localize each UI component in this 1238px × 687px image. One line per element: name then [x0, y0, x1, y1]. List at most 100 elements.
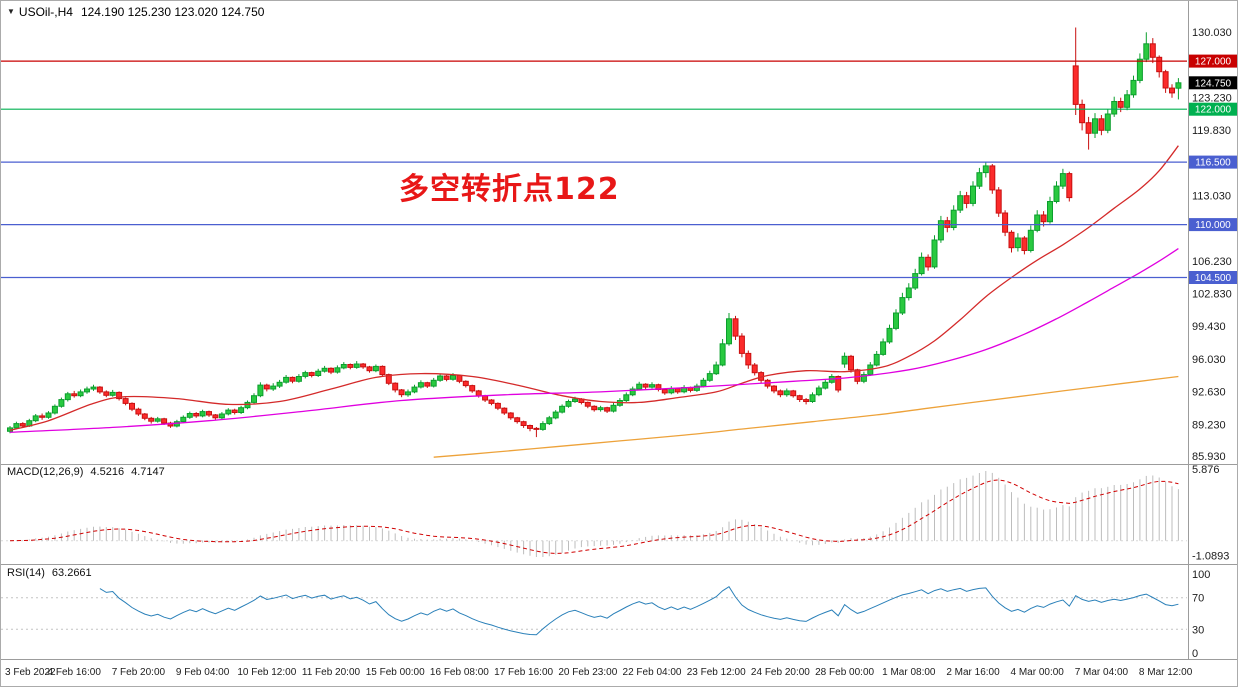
- candle-body: [218, 413, 225, 419]
- candle-body: [372, 365, 379, 372]
- macd-signal-line: [9, 479, 1179, 554]
- price-badge: [1189, 76, 1237, 90]
- candle-body: [77, 391, 84, 397]
- candle-body: [649, 384, 655, 388]
- candle-body: [982, 165, 989, 174]
- candle-body: [1130, 79, 1137, 96]
- candle-body: [597, 407, 604, 411]
- candle-body: [270, 385, 277, 390]
- candle-body: [238, 407, 245, 414]
- y-axis-label: 113.030: [1192, 190, 1231, 202]
- price-badge-label: 104.500: [1195, 273, 1232, 284]
- candles-layer: [7, 27, 1182, 438]
- candle-body: [1066, 173, 1073, 199]
- candle-body: [629, 388, 636, 396]
- candle-body: [411, 386, 418, 393]
- candle-body: [450, 375, 456, 380]
- candle-body: [289, 376, 296, 382]
- candle-body: [1008, 231, 1015, 249]
- x-axis-label: 22 Feb 04:00: [623, 667, 682, 678]
- y-axis-label: 89.230: [1192, 419, 1226, 431]
- candle-body: [308, 372, 315, 377]
- rsi-name: RSI(14): [7, 567, 45, 579]
- candle-body: [899, 297, 906, 314]
- candle-body: [1104, 113, 1111, 131]
- candle-body: [1162, 71, 1169, 89]
- candle-body: [642, 383, 649, 388]
- candle-body: [212, 414, 219, 419]
- candle-body: [1136, 58, 1143, 81]
- candle-body: [1034, 214, 1041, 231]
- candle-body: [1149, 43, 1156, 58]
- candle-body: [424, 382, 431, 387]
- macd-axis-label: -1.0893: [1192, 551, 1229, 563]
- candle-body: [745, 352, 752, 366]
- candle-body: [1072, 65, 1079, 105]
- candle-body: [90, 386, 97, 390]
- expander-icon[interactable]: ▼: [7, 7, 15, 16]
- x-axis-label: 3 Feb 2022: [5, 667, 56, 678]
- candle-body: [315, 370, 322, 377]
- ma-slow-line: [433, 375, 1179, 458]
- candle-body: [417, 382, 424, 388]
- x-axis-label: 16 Feb 08:00: [430, 667, 489, 678]
- candle-body: [193, 413, 200, 417]
- candle-body: [950, 209, 957, 228]
- x-axis-label: 15 Feb 00:00: [366, 667, 425, 678]
- candle-body: [360, 363, 367, 368]
- candle-body: [552, 411, 559, 419]
- rsi-panel: 100 70 30 0: [1, 569, 1210, 660]
- y-axis-label: 119.830: [1192, 125, 1231, 137]
- candle-body: [462, 380, 469, 387]
- candle-body: [771, 385, 777, 392]
- candle-body: [1079, 103, 1086, 124]
- candle-body: [559, 405, 566, 413]
- candle-body: [751, 364, 758, 374]
- x-axis-label: 10 Feb 12:00: [237, 667, 296, 678]
- x-axis-label: 7 Mar 04:00: [1075, 667, 1129, 678]
- ma-mid-line: [9, 248, 1179, 433]
- candle-body: [1169, 87, 1175, 94]
- price-badge: [1189, 54, 1237, 68]
- candle-body: [1111, 101, 1118, 115]
- x-axis-label: 1 Mar 08:00: [882, 667, 936, 678]
- candle-body: [456, 375, 463, 382]
- price-badge: [1189, 102, 1237, 116]
- candle-body: [1027, 229, 1034, 252]
- rsi-axis-label: 100: [1192, 569, 1210, 581]
- candle-body: [251, 395, 257, 403]
- y-axis-label: 85.930: [1192, 451, 1226, 463]
- y-axis-label: 96.030: [1192, 354, 1226, 366]
- candle-body: [584, 401, 591, 407]
- candle-body: [835, 376, 842, 391]
- candle-body: [302, 372, 309, 377]
- panel-separators: [1, 1, 1237, 660]
- candle-body: [520, 421, 527, 427]
- ma-fast-line: [9, 145, 1179, 431]
- candle-body: [257, 384, 264, 397]
- candle-body: [1047, 201, 1053, 223]
- candle-body: [295, 376, 302, 382]
- candle-body: [379, 365, 386, 376]
- candle-body: [1175, 82, 1182, 89]
- candle-body: [803, 399, 810, 403]
- candle-body: [1156, 56, 1163, 73]
- candle-body: [334, 367, 341, 373]
- x-axis-label: 28 Feb 00:00: [815, 667, 874, 678]
- x-axis-label: 17 Feb 16:00: [494, 667, 553, 678]
- candle-body: [71, 393, 78, 397]
- annotation-text[interactable]: 多空转折点122: [399, 172, 620, 207]
- price-lines-layer[interactable]: [1, 60, 1187, 279]
- candle-body: [674, 388, 681, 393]
- moving-averages-layer: [9, 145, 1179, 458]
- candle-body: [392, 382, 399, 391]
- x-axis-label: 7 Feb 20:00: [112, 667, 166, 678]
- candle-body: [469, 385, 476, 392]
- candle-body: [931, 239, 938, 268]
- candle-body: [514, 417, 521, 423]
- macd-signal-value: 4.7147: [131, 466, 165, 478]
- candle-body: [693, 385, 700, 391]
- macd-axis-label: 5.876: [1192, 464, 1220, 476]
- candle-body: [860, 374, 867, 382]
- price-badge: [1189, 218, 1237, 232]
